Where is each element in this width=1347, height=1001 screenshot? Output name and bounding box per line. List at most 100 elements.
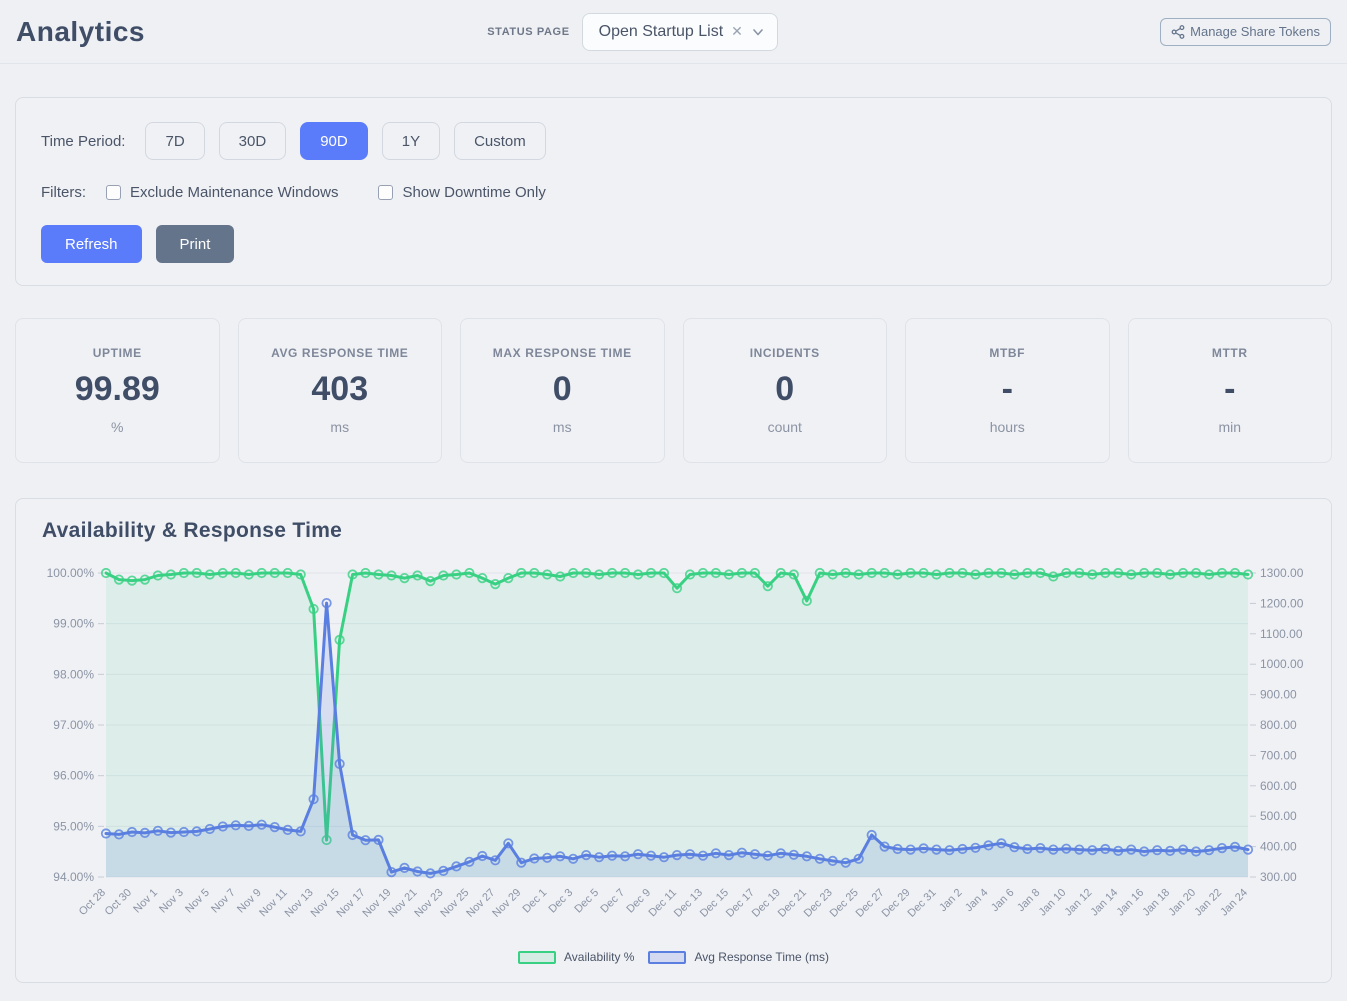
stat-card-mtbf: MTBF - hours <box>905 318 1110 463</box>
filter-panel: Time Period: 7D 30D 90D 1Y Custom Filter… <box>15 97 1332 286</box>
svg-text:Jan 12: Jan 12 <box>1063 887 1095 919</box>
svg-text:700.00: 700.00 <box>1260 748 1297 762</box>
stat-label: INCIDENTS <box>749 346 820 360</box>
stat-card-mttr: MTTR - min <box>1127 318 1332 463</box>
stat-unit: ms <box>330 419 350 435</box>
svg-text:Jan 4: Jan 4 <box>963 887 991 915</box>
time-period-1y[interactable]: 1Y <box>381 122 441 160</box>
availability-response-chart: 100.00% 99.00% 98.00% 97.00% 96.00% 95.00% 94.… <box>32 551 1315 948</box>
clear-icon[interactable]: ✕ <box>731 23 743 39</box>
show-downtime-label: Show Downtime Only <box>402 184 546 201</box>
legend-response-time: Avg Response Time (ms) <box>648 950 829 964</box>
stats-row: UPTIME 99.89 % AVG RESPONSE TIME 403 ms … <box>15 318 1332 463</box>
stat-card-avg-response: AVG RESPONSE TIME 403 ms <box>237 318 442 463</box>
stat-value: 403 <box>311 370 369 408</box>
time-period-custom[interactable]: Custom <box>454 122 546 160</box>
status-page-picker: STATUS PAGE Open Startup List ✕ <box>105 12 1160 51</box>
chevron-down-icon <box>751 25 765 39</box>
manage-share-tokens-label: Manage Share Tokens <box>1190 24 1320 39</box>
stat-label: MTBF <box>989 346 1026 360</box>
page-title: Analytics <box>16 15 145 47</box>
stat-unit: hours <box>989 419 1025 435</box>
exclude-maintenance-checkbox[interactable]: Exclude Maintenance Windows <box>106 184 338 201</box>
print-button[interactable]: Print <box>155 225 235 263</box>
svg-text:800.00: 800.00 <box>1260 718 1297 732</box>
stat-label: MTTR <box>1211 346 1248 360</box>
stat-card-incidents: INCIDENTS 0 count <box>682 318 887 463</box>
svg-text:1000.00: 1000.00 <box>1260 657 1304 671</box>
legend-availability-label: Availability % <box>564 950 635 964</box>
stat-label: UPTIME <box>92 346 142 360</box>
show-downtime-checkbox[interactable]: Show Downtime Only <box>378 184 546 201</box>
svg-text:Jan 14: Jan 14 <box>1089 887 1121 919</box>
chart-panel: Availability & Response Time 100.00% 99.0… <box>15 498 1332 983</box>
svg-text:95.00%: 95.00% <box>53 819 94 833</box>
stat-card-uptime: UPTIME 99.89 % <box>15 318 220 463</box>
time-period-row: Time Period: 7D 30D 90D 1Y Custom <box>41 122 1306 160</box>
svg-text:Jan 22: Jan 22 <box>1192 887 1224 919</box>
svg-text:Nov 1: Nov 1 <box>131 887 160 916</box>
svg-text:99.00%: 99.00% <box>53 617 94 631</box>
svg-text:1100.00: 1100.00 <box>1260 627 1303 641</box>
time-period-7d[interactable]: 7D <box>145 122 205 160</box>
status-page-select[interactable]: Open Startup List ✕ <box>581 12 778 51</box>
svg-text:400.00: 400.00 <box>1260 840 1297 854</box>
stat-unit: ms <box>552 419 572 435</box>
svg-text:Nov 7: Nov 7 <box>209 887 238 916</box>
svg-text:97.00%: 97.00% <box>53 718 94 732</box>
checkbox-icon[interactable] <box>378 185 394 200</box>
svg-text:Jan 18: Jan 18 <box>1140 887 1172 919</box>
svg-text:Dec 5: Dec 5 <box>572 887 601 916</box>
svg-text:Oct 30: Oct 30 <box>103 887 134 918</box>
svg-text:94.00%: 94.00% <box>53 870 94 884</box>
svg-text:96.00%: 96.00% <box>53 769 94 783</box>
legend-response-time-label: Avg Response Time (ms) <box>694 950 829 964</box>
stat-value: - <box>1001 370 1013 408</box>
svg-text:300.00: 300.00 <box>1260 870 1297 884</box>
svg-text:Oct 28: Oct 28 <box>77 887 108 918</box>
stat-unit: count <box>767 419 802 435</box>
svg-text:500.00: 500.00 <box>1260 809 1297 823</box>
filters-label: Filters: <box>41 184 86 201</box>
stat-value: 99.89 <box>74 370 160 408</box>
manage-share-tokens-button[interactable]: Manage Share Tokens <box>1160 17 1331 46</box>
legend-availability: Availability % <box>518 950 634 964</box>
availability-swatch-icon <box>518 950 556 964</box>
svg-text:Dec 31: Dec 31 <box>906 887 939 920</box>
stat-unit: min <box>1218 419 1242 435</box>
status-page-label: STATUS PAGE <box>487 25 570 38</box>
time-period-90d[interactable]: 90D <box>300 122 368 160</box>
svg-text:Jan 2: Jan 2 <box>937 887 965 915</box>
time-period-label: Time Period: <box>41 132 126 150</box>
svg-text:Dec 1: Dec 1 <box>521 887 550 916</box>
svg-text:Jan 6: Jan 6 <box>989 887 1017 915</box>
svg-text:98.00%: 98.00% <box>53 667 94 681</box>
svg-text:Nov 29: Nov 29 <box>490 887 523 920</box>
svg-text:900.00: 900.00 <box>1260 688 1297 702</box>
svg-text:Dec 3: Dec 3 <box>546 887 575 916</box>
svg-text:1300.00: 1300.00 <box>1260 566 1304 580</box>
svg-text:Jan 24: Jan 24 <box>1218 887 1250 919</box>
stat-value: - <box>1224 370 1236 408</box>
stat-value: 0 <box>775 370 795 408</box>
checkbox-icon[interactable] <box>106 185 121 200</box>
refresh-button[interactable]: Refresh <box>41 225 142 263</box>
svg-text:Nov 3: Nov 3 <box>157 887 186 916</box>
svg-text:Jan 10: Jan 10 <box>1037 887 1069 919</box>
filters-row: Filters: Exclude Maintenance Windows Sho… <box>41 184 1306 201</box>
svg-text:1200.00: 1200.00 <box>1260 596 1304 610</box>
svg-text:Jan 20: Jan 20 <box>1166 887 1198 919</box>
actions-row: Refresh Print <box>41 225 1306 263</box>
stat-value: 0 <box>552 370 572 408</box>
stat-card-max-response: MAX RESPONSE TIME 0 ms <box>460 318 665 463</box>
time-period-30d[interactable]: 30D <box>218 122 287 160</box>
stat-label: AVG RESPONSE TIME <box>271 346 409 360</box>
svg-text:600.00: 600.00 <box>1260 779 1297 793</box>
chart-title: Availability & Response Time <box>42 519 343 542</box>
svg-text:Dec 7: Dec 7 <box>598 887 627 916</box>
header: Analytics STATUS PAGE Open Startup List … <box>0 0 1347 64</box>
svg-text:100.00%: 100.00% <box>47 566 95 580</box>
exclude-maintenance-label: Exclude Maintenance Windows <box>130 184 339 201</box>
chart-legend: Availability % Avg Response Time (ms) <box>32 950 1315 968</box>
svg-text:Nov 5: Nov 5 <box>183 887 212 916</box>
